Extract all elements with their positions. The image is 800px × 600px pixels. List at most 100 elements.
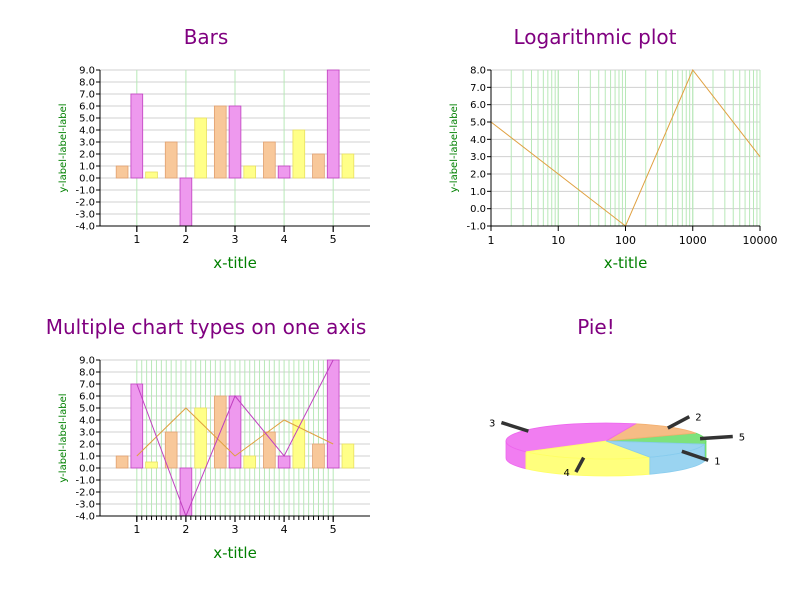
bar — [164, 141, 178, 179]
bar — [228, 105, 242, 179]
bar — [277, 165, 291, 179]
pie-leader-line — [699, 434, 733, 441]
bar — [341, 443, 355, 469]
bar — [243, 165, 257, 179]
y-tick-label: 3.0 — [79, 138, 95, 149]
pie-leader-line — [681, 449, 709, 462]
y-tick-label: 5.0 — [79, 404, 95, 415]
x-tick-label: 1 — [133, 233, 140, 246]
x-tick-label: 10000 — [743, 234, 778, 247]
bar — [145, 171, 158, 179]
x-tick-label: 1 — [133, 523, 140, 536]
bar — [326, 359, 340, 469]
y-tick-label: -1.0 — [75, 476, 95, 487]
bar — [164, 431, 178, 469]
y-tick-label: -4.0 — [75, 222, 95, 233]
y-tick-label: -3.0 — [75, 500, 95, 511]
x-tick-label: 2 — [182, 523, 189, 536]
x-tick-label: 5 — [330, 523, 337, 536]
bars-panel: Bars -4.0-3.0-2.0-1.00.01.02.03.04.05.06.… — [58, 25, 370, 272]
multi-chart-panel: Multiple chart types on one axis -4.0-3.0… — [46, 315, 370, 562]
bar — [263, 141, 276, 179]
pie-label: 4 — [564, 468, 570, 479]
bar — [145, 461, 158, 469]
x-tick-label: 3 — [232, 523, 239, 536]
bar — [130, 93, 144, 179]
x-tick-label: 2 — [182, 233, 189, 246]
pie-panel: Pie! 5 2 3 4 1 — [489, 315, 745, 479]
y-tick-label: 4.0 — [79, 126, 95, 137]
chart-title: Logarithmic plot — [514, 25, 677, 49]
y-axis-label: y-label-label-label — [58, 393, 69, 482]
chart-title: Multiple chart types on one axis — [46, 315, 367, 339]
y-tick-label: 8.0 — [79, 368, 95, 379]
y-tick-label: -2.0 — [75, 488, 95, 499]
bar — [115, 455, 129, 469]
y-tick-label: -3.0 — [75, 210, 95, 221]
chart-title: Bars — [184, 25, 229, 49]
y-tick-label: 6.0 — [470, 100, 486, 111]
chart-title: Pie! — [577, 315, 615, 339]
x-tick-label: 4 — [281, 233, 288, 246]
x-tick-label: 1000 — [679, 234, 707, 247]
y-tick-label: 2.0 — [79, 440, 95, 451]
series-line — [136, 359, 334, 518]
y-tick-label: -2.0 — [75, 198, 95, 209]
y-axis-label: y-label-label-label — [449, 103, 460, 192]
y-tick-label: 0.0 — [79, 464, 95, 475]
bar — [341, 153, 355, 179]
bar — [179, 177, 193, 227]
x-axis-label: x-title — [213, 254, 257, 272]
y-tick-label: 1.0 — [79, 162, 95, 173]
y-tick-label: 6.0 — [79, 102, 95, 113]
pie-leader-line — [667, 415, 691, 430]
series-line — [136, 407, 334, 457]
bar — [115, 165, 129, 179]
x-tick-label: 3 — [232, 233, 239, 246]
bar — [312, 153, 325, 179]
bar — [179, 467, 193, 517]
y-tick-label: 6.0 — [79, 392, 95, 403]
x-axis-label: x-title — [213, 544, 257, 562]
log-plot-panel: Logarithmic plot -1.0 0.0 1.0 2.0 3.0 4.0 5.0 6.… — [449, 25, 778, 272]
bar — [312, 443, 325, 469]
y-tick-label: 7.0 — [79, 90, 95, 101]
y-tick-label: 3.0 — [79, 428, 95, 439]
x-tick-label: 1 — [488, 234, 495, 247]
y-tick-label: 9.0 — [79, 66, 95, 77]
bar — [213, 105, 227, 179]
y-tick-label: 8.0 — [79, 78, 95, 89]
bar — [194, 117, 207, 179]
y-tick-label: 4.0 — [470, 135, 486, 146]
y-tick-label: 8.0 — [470, 66, 486, 77]
y-tick-label: 4.0 — [79, 416, 95, 427]
y-tick-label: 1.0 — [79, 452, 95, 463]
y-tick-label: 5.0 — [79, 114, 95, 125]
bar — [263, 431, 276, 469]
bar — [194, 407, 207, 469]
pie-leader-line — [500, 420, 529, 433]
y-tick-label: 7.0 — [79, 380, 95, 391]
y-tick-label: 2.0 — [79, 150, 95, 161]
x-tick-label: 5 — [330, 233, 337, 246]
y-axis-label: y-label-label-label — [58, 103, 69, 192]
pie-label: 5 — [739, 433, 745, 444]
x-axis-label: x-title — [604, 254, 648, 272]
x-tick-label: 100 — [615, 234, 636, 247]
bar — [292, 419, 306, 469]
pie-leader-line — [574, 456, 586, 473]
bar — [243, 455, 257, 469]
y-tick-label: -4.0 — [75, 512, 95, 523]
pie-label: 1 — [714, 456, 720, 467]
bar — [326, 69, 340, 179]
y-tick-label: 0.0 — [79, 174, 95, 185]
x-tick-label: 4 — [281, 523, 288, 536]
pie-label: 3 — [489, 419, 495, 430]
bar — [277, 455, 291, 469]
y-tick-label: -1.0 — [466, 222, 486, 233]
y-tick-label: 3.0 — [470, 152, 486, 163]
y-tick-label: -1.0 — [75, 186, 95, 197]
y-tick-label: 1.0 — [470, 187, 486, 198]
y-tick-label: 7.0 — [470, 83, 486, 94]
